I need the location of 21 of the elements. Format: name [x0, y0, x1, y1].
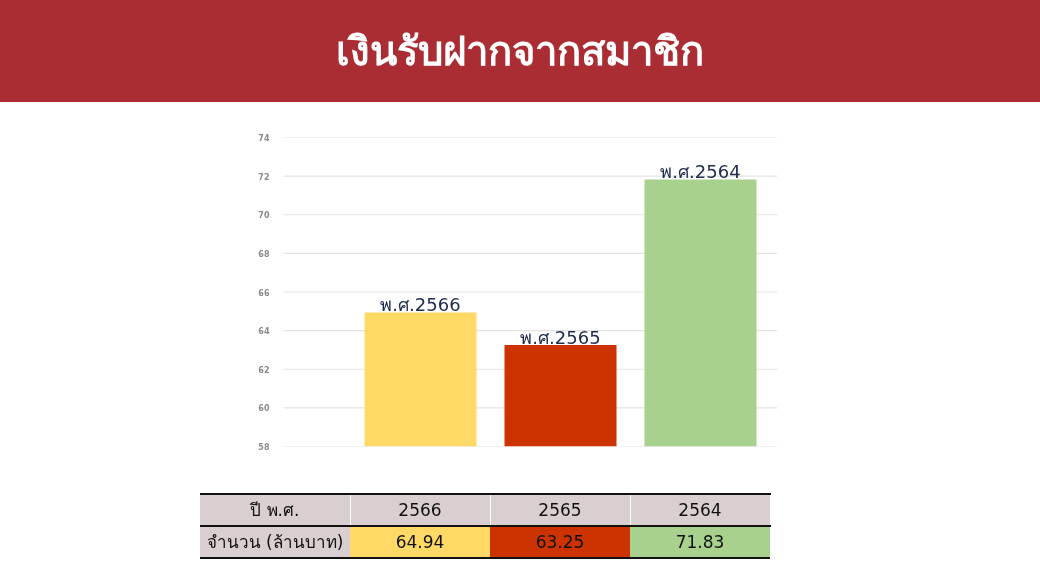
y-tick-label: 58 — [258, 443, 270, 452]
annotation: พ.ศ.2565 — [520, 327, 601, 349]
x-tick-label: 2564 — [630, 494, 770, 526]
data-label: 63.25 — [490, 526, 630, 558]
annotation: พ.ศ.2566 — [380, 294, 461, 316]
x-tick-label: 2566 — [350, 494, 490, 526]
y-tick-label: 66 — [258, 288, 270, 298]
y-tick-label: 64 — [258, 327, 270, 337]
chart-title: เงินรับฝากจากสมาชิก — [0, 0, 1040, 102]
y-axis-title: จำนวน (ล้านบาท) — [200, 526, 350, 558]
y-tick-label: 62 — [258, 365, 270, 375]
y-tick-label: 60 — [258, 404, 270, 414]
data-label: 71.83 — [630, 526, 770, 558]
y-tick-label: 74 — [258, 134, 270, 143]
data-label: 64.94 — [350, 526, 490, 558]
y-tick-label: 70 — [258, 211, 270, 221]
x-tick-label: 2565 — [490, 494, 630, 526]
y-tick-label: 68 — [258, 249, 270, 259]
x-axis-title: ปี พ.ศ. — [200, 494, 350, 526]
annotation: พ.ศ.2564 — [660, 161, 741, 183]
y-tick-label: 72 — [258, 172, 270, 182]
